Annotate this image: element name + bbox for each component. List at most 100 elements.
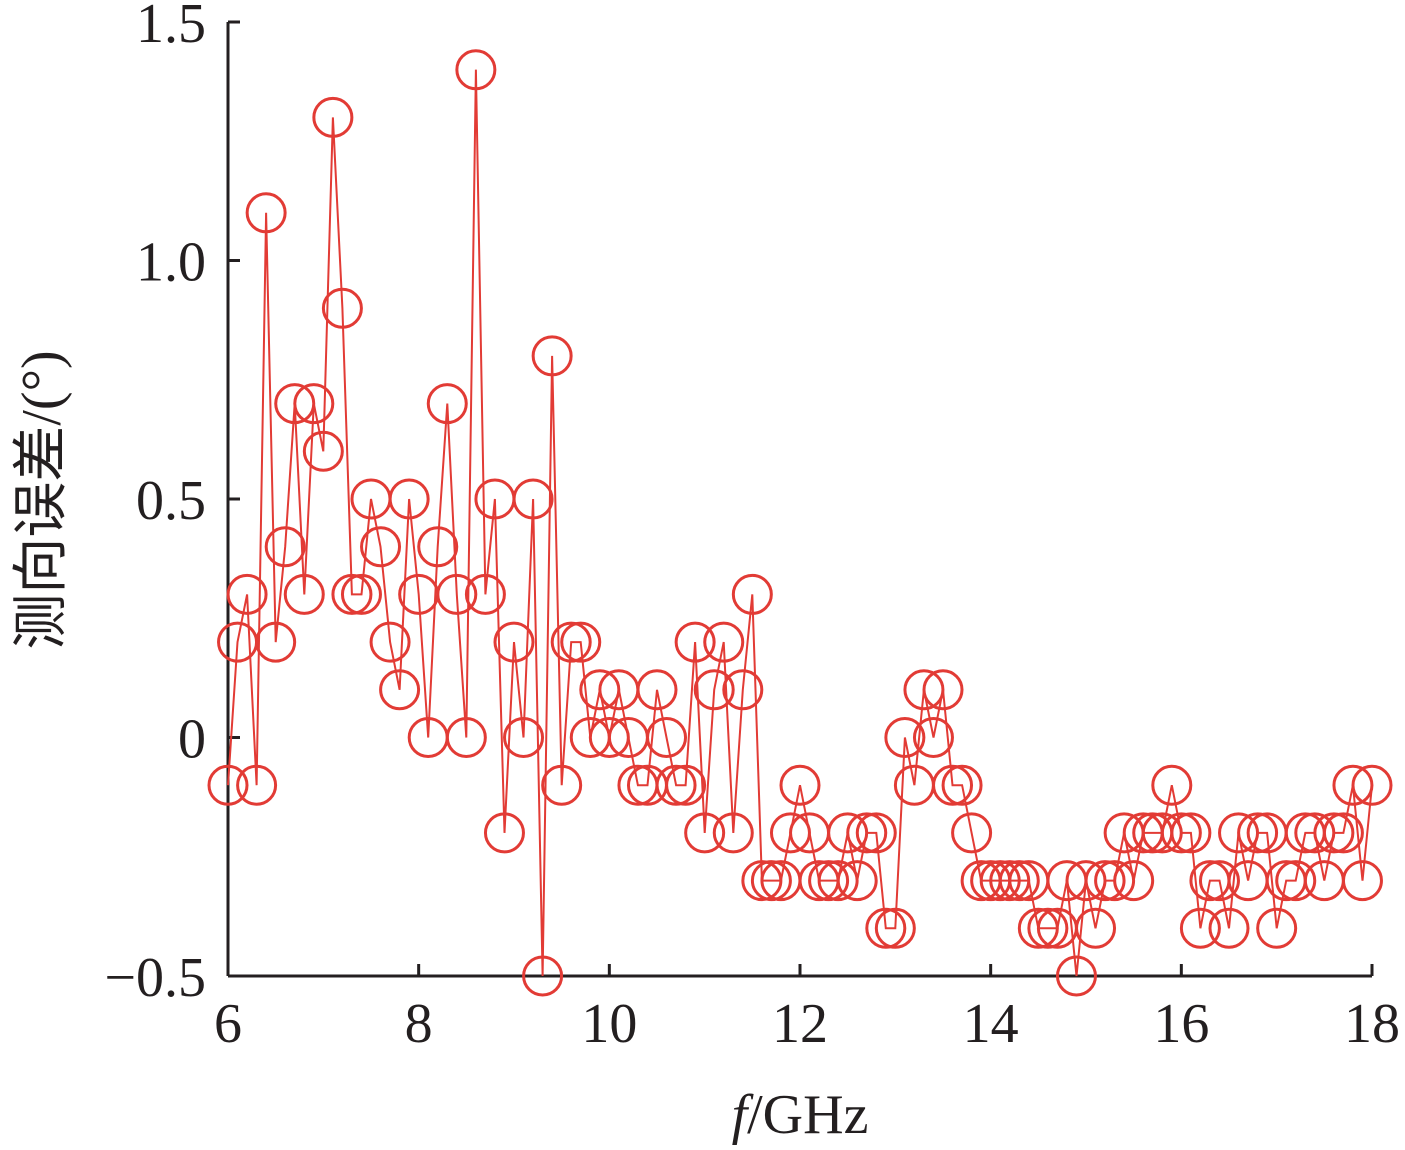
data-point	[550, 621, 592, 663]
data-point	[1065, 860, 1107, 902]
data-point	[1179, 907, 1221, 949]
x-tick-label: 16	[1153, 993, 1209, 1055]
data-point	[979, 860, 1021, 902]
series-group	[207, 49, 1393, 997]
y-ticks: −0.5 0 0.5 1.0 1.5	[104, 0, 240, 1009]
data-point	[369, 621, 411, 663]
data-point	[684, 812, 726, 854]
data-point	[483, 812, 525, 854]
data-point	[750, 860, 792, 902]
data-point	[1027, 907, 1069, 949]
data-point	[1084, 860, 1126, 902]
y-tick-label: −0.5	[104, 947, 206, 1009]
data-point	[541, 764, 583, 806]
data-point	[503, 717, 545, 758]
data-point	[293, 383, 335, 425]
x-ticks: 6 8 10 12 14 16 18	[214, 964, 1400, 1055]
data-point	[236, 764, 278, 806]
data-point	[865, 907, 907, 949]
data-point	[1170, 812, 1212, 854]
data-point	[884, 717, 926, 758]
data-point	[703, 621, 745, 663]
data-point	[207, 764, 249, 806]
data-point	[1151, 764, 1193, 806]
data-point	[493, 621, 535, 663]
x-tick-label: 6	[214, 993, 242, 1055]
data-point	[417, 526, 459, 568]
data-point	[674, 621, 716, 663]
data-point	[998, 860, 1040, 902]
data-point	[283, 573, 325, 615]
data-point	[302, 430, 344, 472]
data-point	[312, 96, 354, 138]
data-point	[912, 717, 954, 758]
data-point	[388, 478, 430, 520]
data-point	[693, 669, 735, 711]
data-point	[769, 812, 811, 854]
data-point	[264, 526, 306, 568]
data-point	[941, 764, 983, 806]
y-axis-title: 测向误差/(°)	[11, 350, 73, 649]
data-point	[1075, 907, 1117, 949]
data-point	[951, 812, 993, 854]
data-point	[779, 764, 821, 806]
data-point	[340, 573, 382, 615]
data-point	[665, 764, 707, 806]
data-point	[579, 669, 621, 711]
x-tick-label: 12	[772, 993, 828, 1055]
data-point	[379, 669, 421, 711]
data-point	[722, 669, 764, 711]
data-point	[455, 49, 497, 91]
data-point	[741, 860, 783, 902]
data-point	[1322, 812, 1364, 854]
x-axis-title-rest: /GHz	[747, 1084, 868, 1146]
data-point	[588, 717, 630, 758]
x-tick-label: 10	[581, 993, 637, 1055]
data-point	[874, 907, 916, 949]
data-point	[274, 383, 316, 425]
data-point	[989, 860, 1031, 902]
data-point	[1208, 907, 1250, 949]
data-point	[817, 860, 859, 902]
data-point	[360, 526, 402, 568]
data-point	[1055, 955, 1097, 997]
data-point	[846, 812, 888, 854]
data-point	[522, 955, 564, 997]
data-point	[636, 669, 678, 711]
y-tick-label: 1.0	[136, 232, 206, 294]
data-point	[255, 621, 297, 663]
data-point	[436, 573, 478, 615]
data-point	[1256, 907, 1298, 949]
data-point	[560, 621, 602, 663]
data-point	[426, 383, 468, 425]
data-point	[226, 573, 268, 615]
data-point	[922, 669, 964, 711]
data-point	[331, 573, 373, 615]
data-point	[464, 573, 506, 615]
data-point	[712, 812, 754, 854]
y-tick-label: 1.5	[136, 0, 206, 55]
data-point	[1017, 907, 1059, 949]
data-point	[1198, 860, 1240, 902]
data-point	[245, 192, 287, 234]
y-tick-label: 0.5	[136, 470, 206, 532]
data-point	[1351, 764, 1393, 806]
data-point	[445, 717, 487, 758]
data-point	[321, 287, 363, 329]
data-point	[827, 812, 869, 854]
data-point	[932, 764, 974, 806]
data-point	[646, 717, 688, 758]
data-point	[1332, 764, 1374, 806]
data-point	[808, 860, 850, 902]
x-tick-label: 8	[405, 993, 433, 1055]
data-point	[1113, 860, 1155, 902]
data-point	[1094, 860, 1136, 902]
y-tick-label: 0	[178, 709, 206, 771]
data-point	[1313, 812, 1355, 854]
data-point	[531, 335, 573, 377]
data-point	[731, 573, 773, 615]
data-point	[855, 812, 897, 854]
data-point	[1141, 812, 1183, 854]
data-point	[512, 478, 554, 520]
